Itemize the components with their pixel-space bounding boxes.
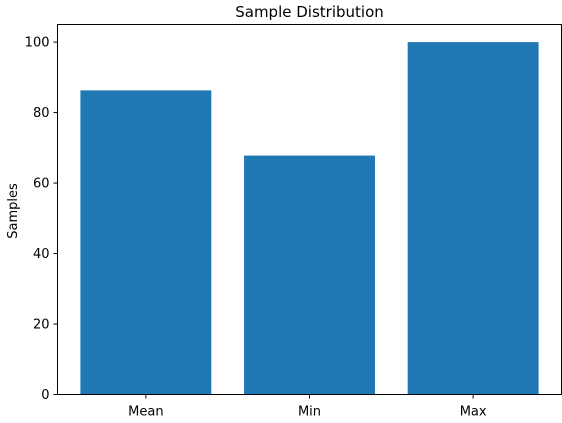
y-tick-label-40: 40 <box>33 247 50 262</box>
x-tick-label-mean: Mean <box>128 405 163 420</box>
bar-max <box>407 42 539 395</box>
y-tick-label-60: 60 <box>33 177 50 192</box>
bar-min <box>244 155 375 395</box>
y-tick-label-100: 100 <box>25 36 50 51</box>
y-tick-label-20: 20 <box>33 318 50 333</box>
x-axis-ticks: Mean Min Max <box>128 394 487 420</box>
y-axis-label: Samples <box>6 183 21 239</box>
x-tick-label-min: Min <box>298 405 321 420</box>
y-axis-ticks: 0 20 40 60 80 100 <box>25 36 58 403</box>
x-tick-label-max: Max <box>460 405 487 420</box>
y-tick-label-80: 80 <box>33 106 50 121</box>
y-tick-label-0: 0 <box>41 388 49 403</box>
chart-title: Sample Distribution <box>235 3 384 21</box>
bar-mean <box>80 90 212 395</box>
bars-group <box>80 42 539 395</box>
